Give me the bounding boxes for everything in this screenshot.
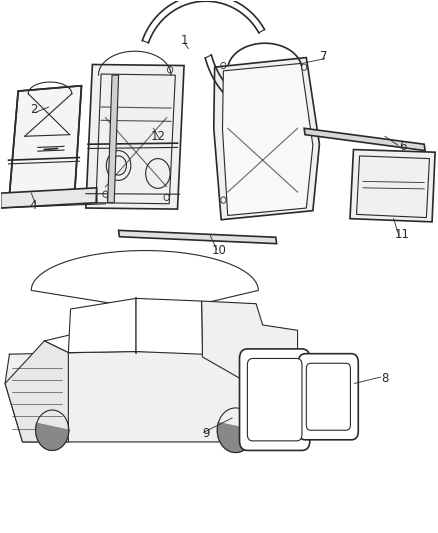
Text: 11: 11 bbox=[395, 228, 410, 241]
Polygon shape bbox=[304, 128, 425, 151]
Text: 1: 1 bbox=[180, 34, 188, 47]
FancyBboxPatch shape bbox=[306, 364, 350, 430]
Polygon shape bbox=[5, 341, 68, 442]
Polygon shape bbox=[86, 64, 184, 209]
Polygon shape bbox=[35, 423, 69, 450]
Polygon shape bbox=[5, 352, 297, 442]
Polygon shape bbox=[68, 298, 136, 353]
Polygon shape bbox=[10, 86, 81, 195]
Polygon shape bbox=[214, 58, 319, 220]
Text: 7: 7 bbox=[320, 50, 328, 63]
Text: 6: 6 bbox=[399, 140, 406, 154]
Polygon shape bbox=[201, 301, 297, 391]
Text: 10: 10 bbox=[212, 244, 226, 257]
Text: 9: 9 bbox=[202, 427, 210, 440]
FancyBboxPatch shape bbox=[298, 354, 358, 440]
Polygon shape bbox=[350, 150, 435, 222]
Polygon shape bbox=[223, 63, 313, 215]
Polygon shape bbox=[1, 188, 97, 208]
Polygon shape bbox=[136, 298, 202, 354]
Polygon shape bbox=[217, 423, 254, 453]
Polygon shape bbox=[108, 75, 119, 203]
Text: 12: 12 bbox=[150, 130, 166, 143]
Text: 2: 2 bbox=[30, 103, 37, 116]
FancyBboxPatch shape bbox=[247, 359, 302, 441]
FancyBboxPatch shape bbox=[240, 349, 310, 450]
Text: 4: 4 bbox=[30, 199, 37, 212]
Polygon shape bbox=[119, 230, 277, 244]
Text: 8: 8 bbox=[381, 372, 389, 385]
Bar bbox=[370, 176, 411, 208]
